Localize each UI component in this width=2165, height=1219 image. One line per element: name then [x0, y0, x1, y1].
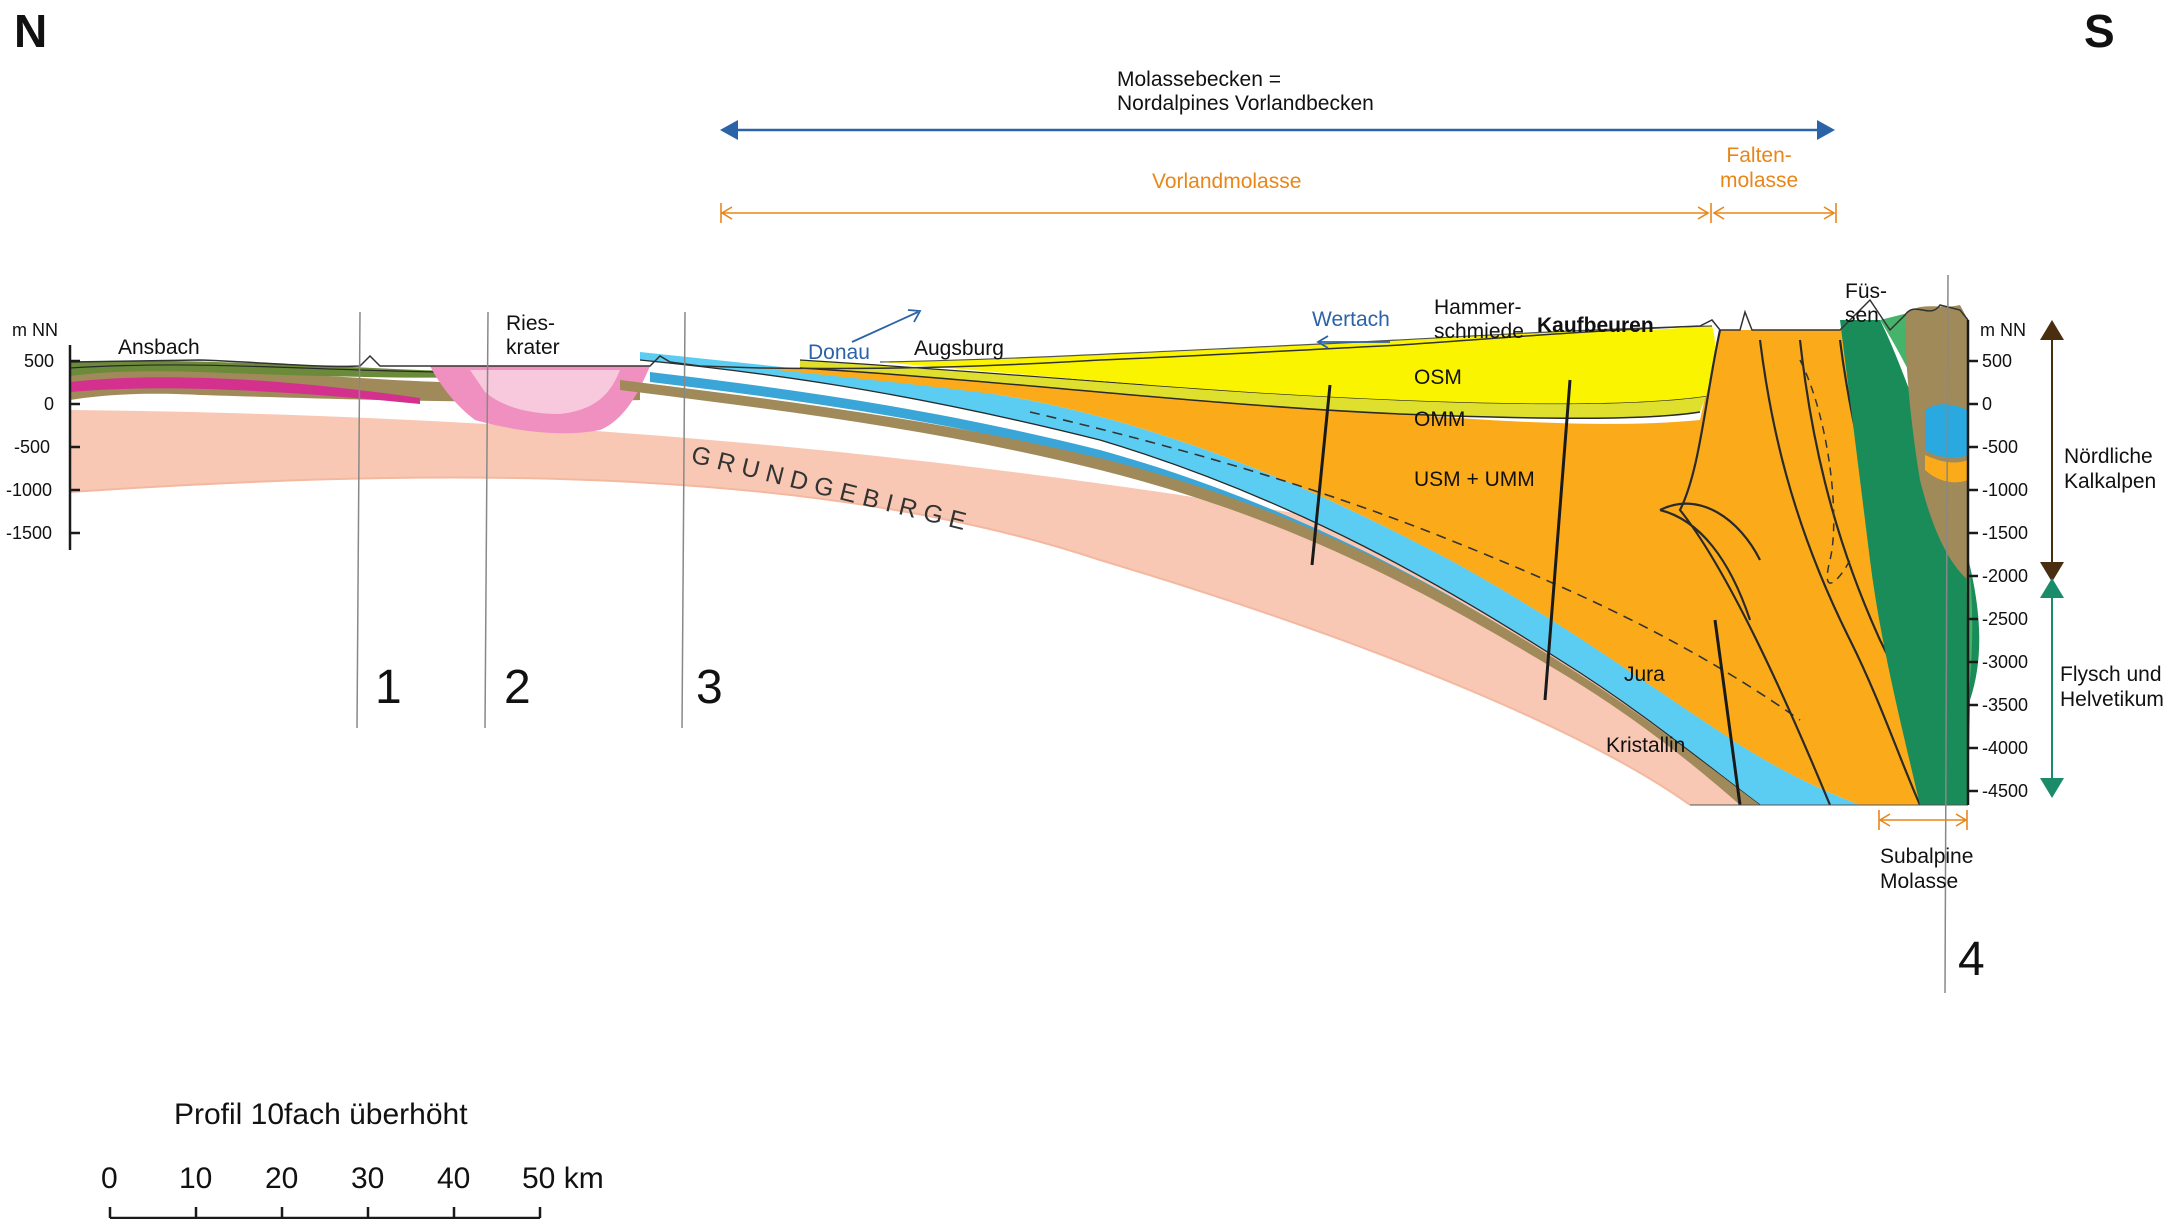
topography-surface [69, 298, 1969, 370]
place-hammerschmiede: Hammer- schmiede [1434, 296, 1524, 344]
basin-extent-arrow [720, 120, 1835, 140]
fold-molasse-extent-arrow [1712, 203, 1837, 223]
zone-flysch: Flysch und Helvetikum [2060, 662, 2164, 712]
river-wertach: Wertach [1312, 308, 1390, 331]
zone-kalkalpen: Nördliche Kalkalpen [2064, 444, 2156, 494]
subalpine-extent-arrow [1878, 810, 1968, 830]
basin-title-line1: Molassebecken = [1117, 68, 1282, 91]
left-tick-minus1000: -1000 [6, 480, 53, 500]
omm-layer [800, 360, 1706, 419]
left-axis-unit: m NN [12, 320, 58, 340]
right-tick-minus3000: -3000 [1982, 652, 2029, 672]
magenta-layer-north [70, 377, 420, 404]
right-tick-minus3500: -3500 [1982, 695, 2029, 715]
left-tick-minus1500: -1500 [6, 523, 53, 543]
kalkalpen-range-arrow [2040, 320, 2064, 582]
right-axis-unit: m NN [1980, 320, 2026, 340]
faults [1310, 379, 1742, 806]
foreland-extent-arrow [720, 203, 1712, 223]
subalpine-line2: Molasse [1880, 870, 1959, 893]
marker-lines [356, 274, 1949, 994]
subalpine-line1: Subalpine [1880, 845, 1974, 868]
unit-kristallin: Kristallin [1606, 734, 1686, 757]
place-hammerschmiede-line1: Hammer- [1434, 296, 1522, 319]
fold-molasse-line1: Falten- [1726, 144, 1792, 167]
basin-title-line2: Nordalpines Vorlandbecken [1117, 92, 1374, 115]
flysch-helvetikum [1840, 320, 1980, 805]
place-ansbach: Ansbach [118, 336, 200, 359]
scale-tick-20: 20 [265, 1162, 299, 1195]
right-tick-minus1500: -1500 [1982, 523, 2029, 543]
scale-tick-40: 40 [437, 1162, 471, 1195]
zone-kalkalpen-line1: Nördliche [2064, 445, 2153, 468]
zone-kalkalpen-line2: Kalkalpen [2064, 470, 2157, 493]
usm-internal-boundary [1029, 411, 1801, 721]
flysch-range-arrow [2040, 578, 2064, 798]
place-fuessen-line1: Füs- [1845, 280, 1887, 303]
scale-tick-10: 10 [179, 1162, 213, 1195]
place-ries-line2: krater [506, 336, 560, 359]
place-ries: Ries- krater [506, 312, 560, 360]
scale-tick-50: 50 km [522, 1162, 604, 1195]
place-kaufbeuren: Kaufbeuren [1537, 314, 1654, 337]
jura-layer [640, 352, 1860, 805]
wertach-arrow [1316, 335, 1390, 349]
right-tick-minus4000: -4000 [1982, 738, 2029, 758]
fold-molasse-line2: molasse [1720, 169, 1799, 192]
left-tick-500: 500 [24, 351, 55, 371]
unit-osm: OSM [1414, 366, 1462, 389]
right-tick-minus1000: -1000 [1982, 480, 2029, 500]
south-label: S [2084, 5, 2115, 57]
north-label: N [14, 5, 48, 57]
right-tick-500: 500 [1982, 351, 2013, 371]
right-tick-minus500: -500 [1982, 437, 2019, 457]
marker-2: 2 [504, 661, 531, 714]
kalkalpen-blue [1925, 404, 1968, 458]
place-hammerschmiede-line2: schmiede [1434, 320, 1524, 343]
marker-4: 4 [1958, 933, 1985, 986]
scale-title: Profil 10fach überhöht [174, 1098, 468, 1131]
basin-title: Molassebecken = Nordalpines Vorlandbecke… [1117, 68, 1374, 116]
marker-1: 1 [375, 661, 402, 714]
subalpine-label: Subalpine Molasse [1880, 844, 1973, 894]
right-tick-minus2500: -2500 [1982, 609, 2029, 629]
place-fuessen-line2: sen [1845, 304, 1879, 327]
river-donau: Donau [808, 341, 870, 364]
right-tick-minus2000: -2000 [1982, 566, 2029, 586]
unit-jura: Jura [1624, 663, 1665, 686]
scale-bar [108, 1207, 542, 1219]
usm-umm-layer [760, 330, 1960, 805]
place-augsburg: Augsburg [914, 337, 1004, 360]
foreland-label: Vorlandmolasse [1152, 170, 1302, 193]
place-ries-line1: Ries- [506, 312, 556, 335]
ries-crater-fill [470, 370, 620, 414]
right-tick-minus4500: -4500 [1982, 781, 2029, 801]
scale-tick-30: 30 [351, 1162, 385, 1195]
left-tick-minus500: -500 [14, 437, 51, 457]
osm-layer [880, 326, 1716, 404]
donau-arrow [851, 309, 922, 343]
left-depth-axis [68, 345, 80, 550]
zone-flysch-line2: Helvetikum [2060, 688, 2164, 711]
right-depth-axis [1966, 320, 1978, 805]
unit-omm: OMM [1414, 408, 1466, 431]
zone-flysch-line1: Flysch und [2060, 663, 2162, 686]
marker-3: 3 [696, 661, 723, 714]
scale-tick-0: 0 [101, 1162, 118, 1195]
unit-usm-umm: USM + UMM [1414, 468, 1535, 491]
left-tick-0: 0 [44, 394, 55, 414]
place-fuessen: Füs- sen [1845, 280, 1887, 328]
right-tick-0: 0 [1982, 394, 1993, 414]
fold-molasse-label: Falten- molasse [1720, 143, 1798, 193]
